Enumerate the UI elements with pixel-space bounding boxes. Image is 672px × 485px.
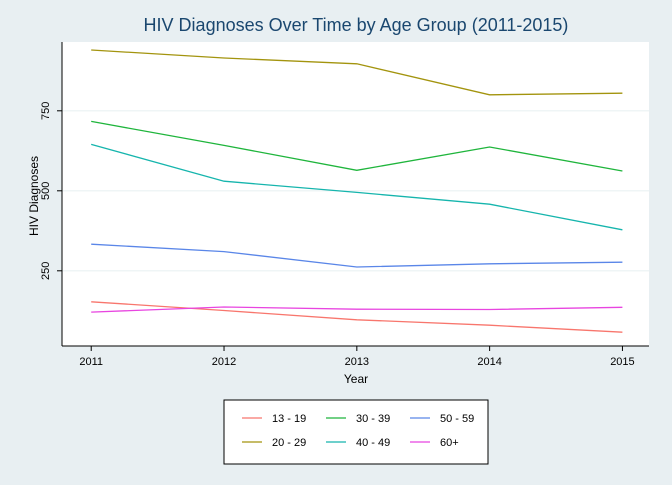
y-axis-label: HIV Diagnoses xyxy=(27,156,41,236)
series-line-5 xyxy=(91,306,623,313)
plot-area xyxy=(62,42,649,346)
legend: 13 - 19 20 - 29 30 - 39 40 - 49 50 - 59 60+ xyxy=(223,399,489,465)
x-axis-label: Year xyxy=(344,372,368,386)
legend-label-0: 13 - 19 xyxy=(272,413,306,425)
legend-label-5: 60+ xyxy=(440,437,459,449)
legend-label-2: 30 - 39 xyxy=(356,413,390,425)
legend-label-1: 20 - 29 xyxy=(272,437,306,449)
y-tick-label-250: 250 xyxy=(40,262,52,280)
series-lines xyxy=(91,49,623,333)
x-tick-label-2014: 2014 xyxy=(477,356,501,368)
x-tick-label-2011: 2011 xyxy=(79,356,103,368)
x-tick-label-2012: 2012 xyxy=(212,356,236,368)
x-tick-label-2015: 2015 xyxy=(610,356,634,368)
series-line-2 xyxy=(91,120,623,172)
legend-label-4: 50 - 59 xyxy=(440,413,474,425)
series-line-0 xyxy=(91,301,623,333)
series-line-3 xyxy=(91,143,623,231)
legend-box xyxy=(223,399,489,465)
legend-label-3: 40 - 49 xyxy=(356,437,390,449)
x-tick-label-2013: 2013 xyxy=(345,356,369,368)
series-line-1 xyxy=(91,49,623,96)
y-tick-label-500: 500 xyxy=(40,182,52,200)
series-line-4 xyxy=(91,243,623,268)
axes: 250 500 750 2011 2012 2013 2014 2015 xyxy=(40,42,649,368)
grid xyxy=(62,110,649,272)
y-tick-label-750: 750 xyxy=(40,102,52,120)
chart-title: HIV Diagnoses Over Time by Age Group (20… xyxy=(144,15,569,35)
